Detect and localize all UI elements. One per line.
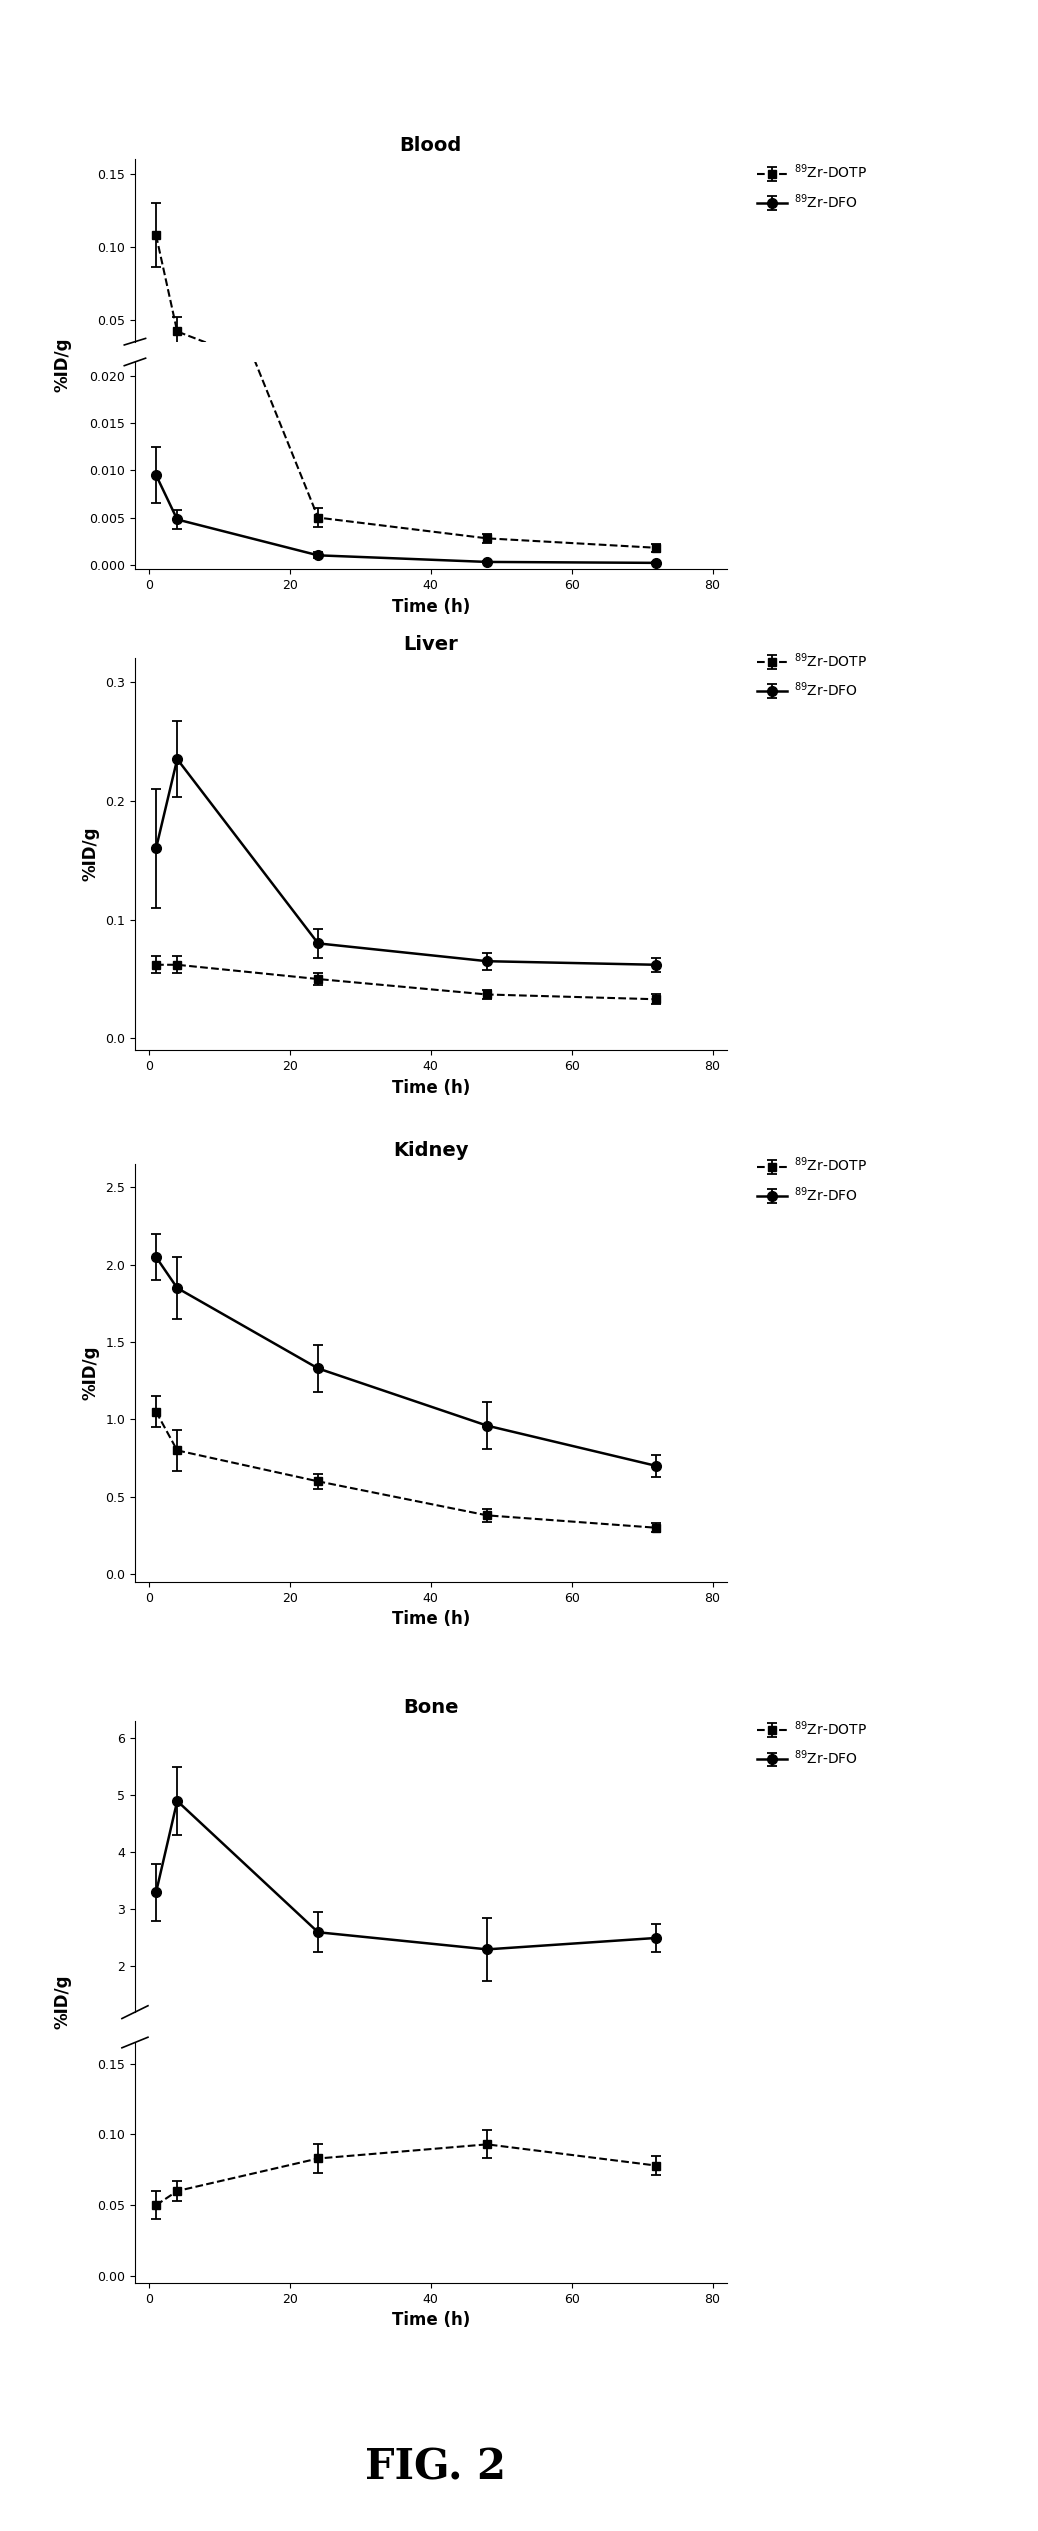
- Text: %ID/g: %ID/g: [53, 1974, 72, 2030]
- Legend: $^{89}$Zr-DOTP, $^{89}$Zr-DFO: $^{89}$Zr-DOTP, $^{89}$Zr-DFO: [752, 645, 873, 704]
- Legend: $^{89}$Zr-DOTP, $^{89}$Zr-DFO: $^{89}$Zr-DOTP, $^{89}$Zr-DFO: [752, 1149, 873, 1210]
- Title: Kidney: Kidney: [393, 1141, 468, 1159]
- X-axis label: Time (h): Time (h): [391, 1078, 470, 1096]
- Text: FIG. 2: FIG. 2: [365, 2447, 507, 2488]
- X-axis label: Time (h): Time (h): [391, 1610, 470, 1627]
- Title: Bone: Bone: [403, 1698, 459, 1716]
- Legend: $^{89}$Zr-DOTP, $^{89}$Zr-DFO: $^{89}$Zr-DOTP, $^{89}$Zr-DFO: [752, 1713, 873, 1772]
- Y-axis label: %ID/g: %ID/g: [82, 828, 100, 881]
- Text: %ID/g: %ID/g: [53, 337, 72, 392]
- X-axis label: Time (h): Time (h): [391, 2311, 470, 2329]
- Title: Liver: Liver: [404, 635, 458, 653]
- Y-axis label: %ID/g: %ID/g: [82, 1346, 100, 1400]
- Title: Blood: Blood: [400, 137, 462, 154]
- X-axis label: Time (h): Time (h): [391, 597, 470, 615]
- Legend: $^{89}$Zr-DOTP, $^{89}$Zr-DFO: $^{89}$Zr-DOTP, $^{89}$Zr-DFO: [752, 157, 873, 218]
